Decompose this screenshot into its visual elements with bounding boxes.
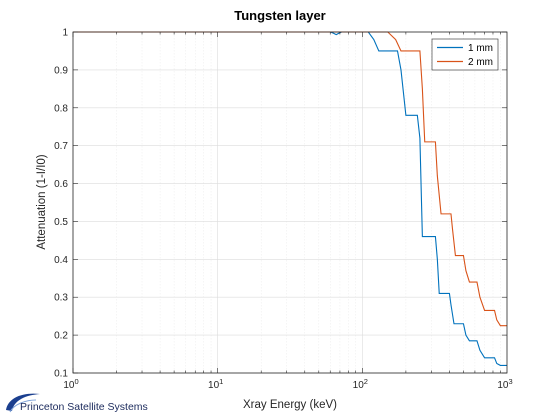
legend-label-1mm: 1 mm xyxy=(468,43,493,54)
logo-swoosh-icon xyxy=(6,393,40,411)
y-tick-label: 0.3 xyxy=(54,293,68,304)
x-tick-label-exponent: 0 xyxy=(74,377,78,386)
y-tick-label: 0.5 xyxy=(54,217,68,228)
company-logo: Princeton Satellite Systems xyxy=(6,393,148,413)
legend-box xyxy=(431,38,499,71)
y-tick-label: 0.2 xyxy=(54,331,68,342)
chart-title: Tungsten layer xyxy=(234,8,326,23)
logo-swoosh-accent-icon xyxy=(9,399,37,413)
y-axis-label: Attenuation (1-I/I0) xyxy=(36,154,48,249)
y-tick-label: 0.7 xyxy=(54,141,68,152)
x-axis-label: Xray Energy (keV) xyxy=(243,399,337,411)
y-tick-label: 0.1 xyxy=(54,369,68,380)
y-tick-label: 0.8 xyxy=(54,103,68,114)
y-tick-label: 0.6 xyxy=(54,179,68,190)
grid xyxy=(72,31,507,374)
x-tick-label-exponent: 3 xyxy=(508,377,512,386)
y-tick-label: 1 xyxy=(62,28,68,39)
plot-area xyxy=(72,31,508,374)
y-tick-label: 0.4 xyxy=(54,255,68,266)
axis-ticks xyxy=(72,31,507,374)
y-tick-label: 0.9 xyxy=(54,65,68,76)
company-name: Princeton Satellite Systems xyxy=(20,401,148,413)
x-tick-label-exponent: 2 xyxy=(364,377,368,386)
plot-frame xyxy=(72,31,508,374)
y-tick-labels: 0.1 0.2 0.3 0.4 0.5 0.6 0.7 0.8 0.9 1 xyxy=(54,28,68,380)
legend: 1 mm 2 mm xyxy=(431,38,499,71)
x-tick-label-exponent: 1 xyxy=(219,377,223,386)
series-line-2mm xyxy=(73,31,507,327)
legend-label-2mm: 2 mm xyxy=(468,57,493,68)
